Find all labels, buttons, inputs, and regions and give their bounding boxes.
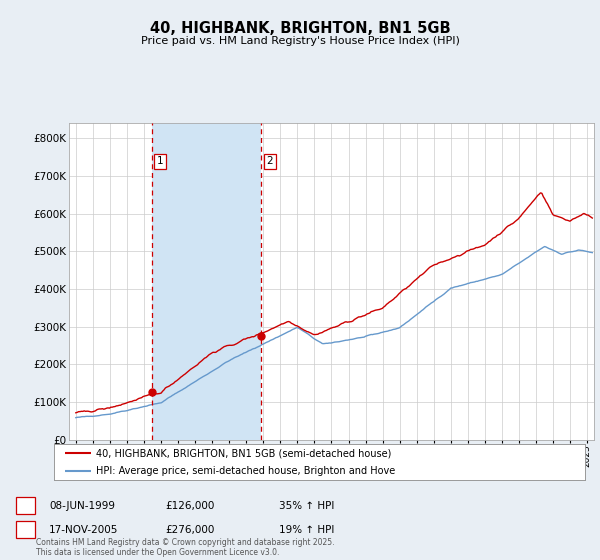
Text: 2: 2 bbox=[266, 156, 273, 166]
Text: 08-JUN-1999: 08-JUN-1999 bbox=[49, 501, 115, 511]
Text: £126,000: £126,000 bbox=[165, 501, 214, 511]
Text: 2: 2 bbox=[22, 525, 29, 535]
Text: 1: 1 bbox=[22, 501, 29, 511]
Text: HPI: Average price, semi-detached house, Brighton and Hove: HPI: Average price, semi-detached house,… bbox=[97, 466, 396, 477]
Text: £276,000: £276,000 bbox=[165, 525, 214, 535]
Text: 35% ↑ HPI: 35% ↑ HPI bbox=[279, 501, 334, 511]
Text: 17-NOV-2005: 17-NOV-2005 bbox=[49, 525, 119, 535]
Text: Price paid vs. HM Land Registry's House Price Index (HPI): Price paid vs. HM Land Registry's House … bbox=[140, 36, 460, 46]
Text: 40, HIGHBANK, BRIGHTON, BN1 5GB (semi-detached house): 40, HIGHBANK, BRIGHTON, BN1 5GB (semi-de… bbox=[97, 448, 392, 458]
Text: 19% ↑ HPI: 19% ↑ HPI bbox=[279, 525, 334, 535]
Text: 40, HIGHBANK, BRIGHTON, BN1 5GB: 40, HIGHBANK, BRIGHTON, BN1 5GB bbox=[149, 21, 451, 36]
Text: Contains HM Land Registry data © Crown copyright and database right 2025.
This d: Contains HM Land Registry data © Crown c… bbox=[36, 538, 335, 557]
Text: 1: 1 bbox=[157, 156, 163, 166]
Bar bbox=[151, 123, 261, 440]
